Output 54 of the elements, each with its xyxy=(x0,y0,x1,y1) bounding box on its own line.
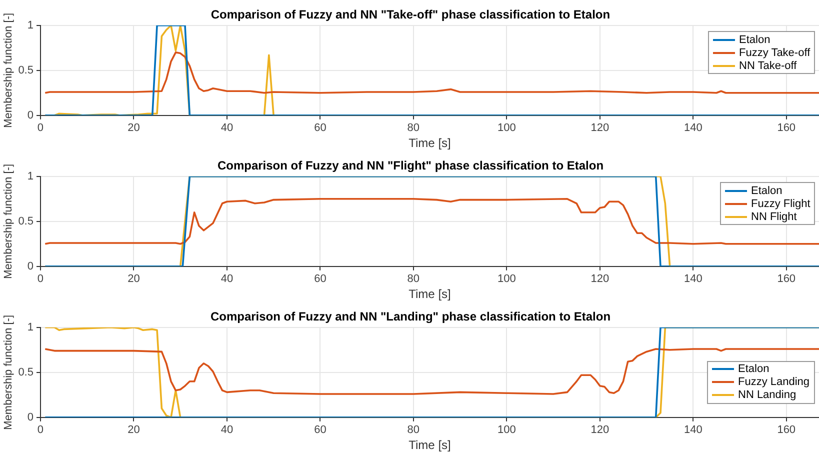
legend-label: NN Landing xyxy=(738,389,796,402)
x-tick-label: 20 xyxy=(128,273,140,286)
chart-title: Comparison of Fuzzy and NN "Landing" phase classification to Etalon xyxy=(210,310,611,324)
y-axis-title: Membership function [-] xyxy=(2,12,15,128)
x-tick-label: 140 xyxy=(684,273,702,286)
x-tick-label: 40 xyxy=(220,122,234,134)
y-tick-label: 1 xyxy=(27,321,34,334)
x-tick-label: 80 xyxy=(407,122,420,134)
x-tick-label: 60 xyxy=(314,122,326,134)
legend-label: NN Take-off xyxy=(739,60,797,72)
y-axis-title: Membership function [-] xyxy=(2,314,15,430)
x-tick-label: 0 xyxy=(37,122,44,134)
legend-label: Etalon xyxy=(738,363,770,376)
x-tick-label: 20 xyxy=(128,424,140,436)
chart-title: Comparison of Fuzzy and NN "Flight" phase classification to Etalon xyxy=(217,158,604,173)
x-tick-label: 120 xyxy=(590,424,610,436)
x-tick-label: 100 xyxy=(497,424,516,436)
x-tick-label: 60 xyxy=(314,424,326,436)
x-axis-title: Time [s] xyxy=(408,136,451,150)
y-tick-label: 0.5 xyxy=(18,366,34,378)
legend-label: Fuzzy Flight xyxy=(751,198,810,210)
y-tick-label: 1 xyxy=(27,19,34,32)
y-axis-title: Membership function [-] xyxy=(2,164,15,279)
x-tick-label: 160 xyxy=(777,122,796,134)
x-tick-label: 80 xyxy=(407,424,420,436)
x-tick-label: 100 xyxy=(497,122,516,134)
y-tick-label: 0 xyxy=(27,260,34,272)
x-tick-label: 40 xyxy=(220,424,234,436)
legend-label: Etalon xyxy=(739,34,770,46)
x-tick-label: 0 xyxy=(37,273,44,286)
x-tick-label: 160 xyxy=(777,273,796,286)
x-tick-label: 120 xyxy=(590,273,610,286)
x-tick-label: 100 xyxy=(497,273,516,286)
x-tick-label: 60 xyxy=(314,273,326,286)
y-tick-label: 0 xyxy=(27,411,34,424)
legend-label: Etalon xyxy=(751,184,782,197)
y-tick-label: 0.5 xyxy=(18,64,34,76)
x-tick-label: 20 xyxy=(128,122,140,134)
x-tick-label: 120 xyxy=(590,122,610,134)
x-tick-label: 0 xyxy=(37,424,44,436)
legend-label: Fuzzy Landing xyxy=(738,376,810,388)
x-axis-title: Time [s] xyxy=(408,287,451,302)
chart-title: Comparison of Fuzzy and NN "Take-off" phase classification to Etalon xyxy=(210,8,610,22)
y-tick-label: 0 xyxy=(27,109,34,122)
x-tick-label: 140 xyxy=(684,122,702,134)
y-tick-label: 0.5 xyxy=(18,215,34,228)
x-tick-label: 40 xyxy=(220,273,234,286)
x-axis-title: Time [s] xyxy=(408,438,451,452)
x-tick-label: 140 xyxy=(684,424,702,436)
x-tick-label: 80 xyxy=(407,273,420,286)
legend-label: NN Flight xyxy=(751,210,797,223)
y-tick-label: 1 xyxy=(27,170,34,182)
x-tick-label: 160 xyxy=(777,424,796,436)
legend-label: Fuzzy Take-off xyxy=(739,46,810,59)
